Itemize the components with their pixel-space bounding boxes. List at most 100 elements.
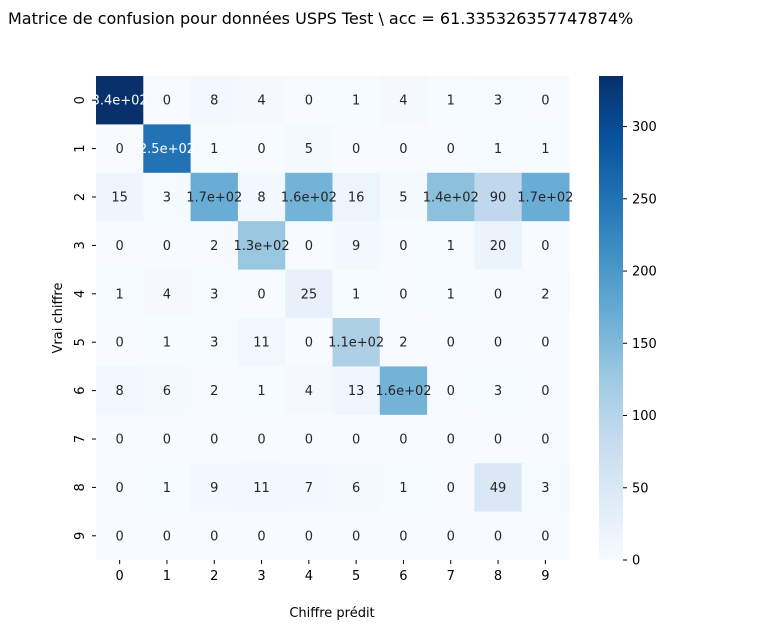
heatmap-cell bbox=[521, 463, 570, 513]
cell-annotation: 9 bbox=[210, 481, 218, 496]
heatmap-cell bbox=[474, 124, 523, 174]
heatmap-cell bbox=[474, 366, 523, 416]
heatmap-cell bbox=[190, 511, 239, 561]
cell-annotation: 1.6e+02 bbox=[281, 191, 337, 206]
x-tick-label: 4 bbox=[305, 569, 313, 584]
cell-annotation: 0 bbox=[447, 336, 455, 351]
cell-annotation: 2 bbox=[210, 239, 218, 254]
heatmap-cell bbox=[143, 511, 192, 561]
heatmap-cell bbox=[379, 269, 428, 319]
heatmap-cell bbox=[96, 76, 144, 125]
colorbar bbox=[599, 76, 623, 560]
heatmap-cell bbox=[190, 414, 239, 464]
cell-annotation: 5 bbox=[399, 191, 407, 206]
heatmap-cell bbox=[143, 76, 192, 125]
cell-annotation: 1.3e+02 bbox=[233, 239, 289, 254]
heatmap-cell bbox=[237, 76, 286, 125]
heatmap-cell bbox=[285, 366, 333, 416]
y-tick-label: 2 bbox=[73, 193, 88, 201]
cell-annotation: 0 bbox=[447, 529, 455, 544]
x-tick-label: 2 bbox=[210, 569, 218, 584]
heatmap-cell bbox=[474, 221, 523, 271]
heatmap-cell bbox=[143, 463, 192, 513]
heatmap-cell bbox=[285, 318, 333, 367]
cell-annotation: 4 bbox=[257, 94, 265, 109]
y-tick-label: 4 bbox=[73, 290, 88, 298]
cell-annotation: 1 bbox=[447, 287, 455, 302]
heatmap-cell bbox=[427, 318, 475, 367]
heatmap-cell bbox=[285, 269, 333, 319]
x-tick-label: 9 bbox=[541, 569, 549, 584]
heatmap-cell bbox=[379, 124, 428, 174]
cell-annotation: 0 bbox=[399, 433, 407, 448]
cell-annotation: 0 bbox=[541, 384, 549, 399]
cell-annotation: 0 bbox=[352, 433, 360, 448]
cell-annotation: 3 bbox=[210, 336, 218, 351]
cell-annotation: 0 bbox=[210, 433, 218, 448]
cell-annotation: 0 bbox=[447, 481, 455, 496]
heatmap-cell bbox=[521, 124, 570, 174]
cell-annotation: 0 bbox=[399, 142, 407, 157]
cell-annotation: 3 bbox=[494, 94, 502, 109]
y-tick-label: 7 bbox=[73, 435, 88, 443]
cell-annotation: 1 bbox=[257, 384, 265, 399]
cell-annotation: 3 bbox=[210, 287, 218, 302]
y-tick-label: 5 bbox=[73, 338, 88, 346]
heatmap-cell bbox=[427, 414, 475, 464]
heatmap-cell bbox=[96, 511, 144, 561]
cell-annotation: 90 bbox=[490, 191, 507, 206]
heatmap-cell bbox=[285, 172, 333, 222]
heatmap-cell bbox=[285, 124, 333, 174]
heatmap-cell bbox=[96, 463, 144, 513]
cell-annotation: 0 bbox=[163, 239, 171, 254]
heatmap-cell bbox=[332, 366, 381, 416]
cell-annotation: 0 bbox=[447, 433, 455, 448]
cell-annotation: 0 bbox=[494, 336, 502, 351]
heatmap-cell bbox=[143, 414, 192, 464]
x-tick-label: 5 bbox=[352, 569, 360, 584]
y-axis-ticks: 0 1 2 3 4 5 6 7 8 9 bbox=[73, 96, 96, 540]
cell-annotation: 1 bbox=[163, 481, 171, 496]
cell-annotation: 11 bbox=[253, 481, 270, 496]
cell-annotation: 1 bbox=[447, 239, 455, 254]
heatmap-cell bbox=[285, 76, 333, 125]
cell-annotation: 2 bbox=[399, 336, 407, 351]
heatmap-cell bbox=[379, 76, 428, 125]
x-tick-label: 8 bbox=[494, 569, 502, 584]
colorbar-tick-label: 200 bbox=[632, 265, 657, 280]
heatmap-cell bbox=[96, 172, 144, 222]
cell-annotation: 1 bbox=[352, 94, 360, 109]
cell-annotation: 0 bbox=[494, 529, 502, 544]
heatmap-cell bbox=[521, 318, 570, 367]
heatmap-cell bbox=[332, 269, 381, 319]
cell-annotation: 8 bbox=[210, 94, 218, 109]
chart-title: Matrice de confusion pour données USPS T… bbox=[8, 9, 634, 28]
colorbar-ticks: 0 50 100 150 200 250 300 bbox=[623, 120, 657, 569]
cell-annotation: 1 bbox=[210, 142, 218, 157]
heatmap-cell bbox=[96, 414, 144, 464]
colorbar-tick-label: 100 bbox=[632, 409, 657, 424]
heatmap-cell bbox=[427, 221, 475, 271]
heatmap-cell bbox=[521, 366, 570, 416]
cell-annotation: 1 bbox=[163, 336, 171, 351]
cell-annotation: 8 bbox=[257, 191, 265, 206]
heatmap-cell bbox=[237, 172, 286, 222]
cell-annotation: 0 bbox=[116, 529, 124, 544]
x-axis-ticks: 0 1 2 3 4 5 6 7 8 9 bbox=[116, 560, 549, 584]
cell-annotation: 0 bbox=[116, 142, 124, 157]
heatmap-cell bbox=[237, 463, 286, 513]
cell-annotation: 5 bbox=[305, 142, 313, 157]
cell-annotation: 0 bbox=[447, 384, 455, 399]
y-tick-label: 1 bbox=[73, 144, 88, 152]
x-tick-label: 1 bbox=[163, 569, 171, 584]
cell-annotation: 1 bbox=[399, 481, 407, 496]
cell-annotation: 0 bbox=[116, 239, 124, 254]
heatmap-cell bbox=[427, 76, 475, 125]
cell-annotation: 2.5e+02 bbox=[139, 142, 195, 157]
heatmap-cell bbox=[521, 172, 570, 222]
colorbar-tick-label: 150 bbox=[632, 337, 657, 352]
heatmap-cell bbox=[190, 269, 239, 319]
cell-annotation: 0 bbox=[257, 529, 265, 544]
cell-annotation: 1 bbox=[541, 142, 549, 157]
